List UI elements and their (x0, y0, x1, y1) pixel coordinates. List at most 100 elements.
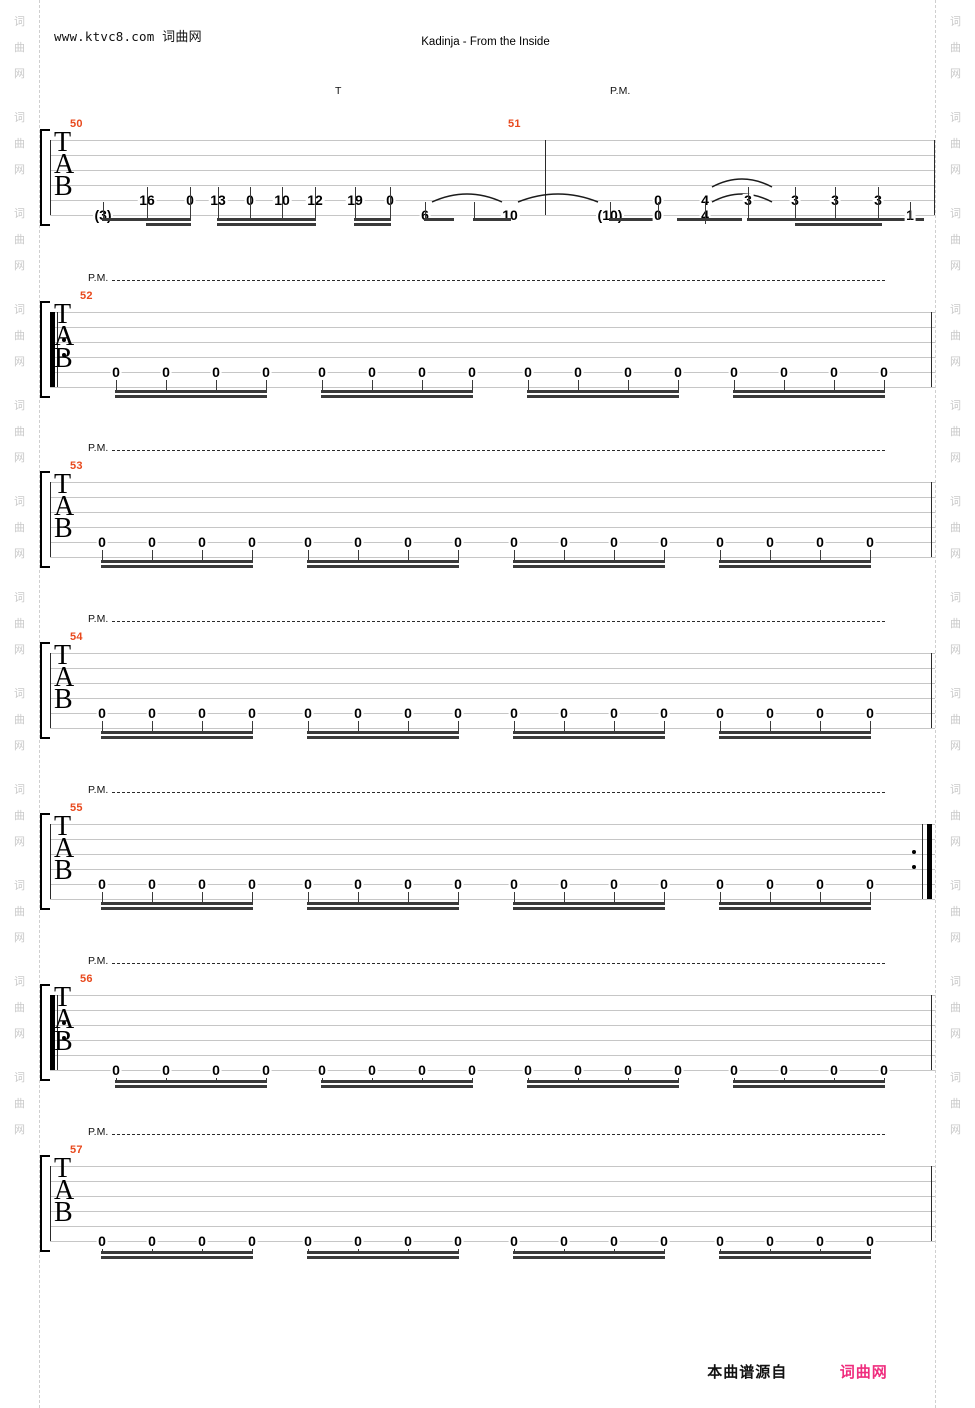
tab-note: 0 (96, 1233, 108, 1249)
watermark-char: 网 (14, 260, 25, 272)
note-beam (321, 1080, 473, 1084)
watermark-char: 网 (950, 740, 961, 752)
note-beam (513, 560, 665, 564)
barline (57, 312, 59, 387)
watermark-char: 网 (950, 836, 961, 848)
note-beam (321, 1085, 473, 1089)
note-beam (677, 218, 742, 222)
note-beam (719, 907, 871, 911)
watermark-block: 词曲网 (936, 480, 975, 576)
note-stem (252, 1249, 254, 1251)
note-beam (115, 1080, 267, 1084)
tab-clef-letter: T (54, 640, 72, 671)
tab-note: 0 (366, 364, 378, 380)
watermark-block: 词曲网 (0, 384, 39, 480)
note-beam (101, 565, 253, 569)
tab-note: 0 (778, 1062, 790, 1078)
watermark-char: 词 (14, 496, 25, 508)
site-name-cn: 词曲网 (162, 30, 202, 45)
note-beam (527, 390, 679, 394)
footer-source-site[interactable]: 词曲网 (839, 1363, 888, 1381)
watermark-char: 词 (950, 880, 961, 892)
note-stem (202, 1249, 204, 1251)
tab-note: 0 (466, 1062, 478, 1078)
tab-clef-letter: A (54, 1175, 75, 1206)
note-stem (514, 550, 516, 560)
staff-line (50, 839, 935, 840)
note-beam (146, 223, 191, 227)
measure-number: 54 (70, 631, 83, 643)
barline (50, 1166, 52, 1241)
watermark-char: 曲 (14, 1098, 25, 1110)
tab-note: 0 (146, 1233, 158, 1249)
watermark-char: 网 (14, 164, 25, 176)
note-stem (322, 380, 324, 390)
staff-line (50, 1166, 935, 1167)
note-stem (578, 380, 580, 390)
note-stem (308, 550, 310, 560)
tab-note: 0 (572, 364, 584, 380)
note-stem (116, 380, 118, 390)
tab-note: 0 (452, 1233, 464, 1249)
tie-slur (517, 187, 599, 203)
tab-note: 0 (658, 1233, 670, 1249)
staff-line (50, 653, 935, 654)
note-beam (217, 218, 316, 222)
measure-number: 52 (80, 290, 93, 302)
tab-note: 0 (110, 364, 122, 380)
tab-note: 0 (196, 1233, 208, 1249)
tab-note: 0 (352, 1233, 364, 1249)
note-stem (678, 1078, 680, 1080)
watermark-char: 网 (950, 68, 961, 80)
note-stem (358, 721, 360, 731)
palm-mute-line (112, 621, 885, 622)
watermark-char: 词 (14, 16, 25, 28)
tab-note: 0 (316, 364, 328, 380)
staff-line (50, 140, 935, 141)
staff-line (50, 995, 935, 996)
note-beam (719, 1251, 871, 1255)
repeat-dots (62, 338, 66, 368)
tab-note: 0 (522, 364, 534, 380)
system-brace (40, 129, 50, 226)
tab-note: 0 (558, 705, 570, 721)
note-stem (252, 721, 254, 731)
note-beam (307, 902, 459, 906)
watermark-block: 词曲网 (0, 192, 39, 288)
watermark-char: 曲 (950, 234, 961, 246)
watermark-char: 词 (14, 112, 25, 124)
tab-note: 0 (658, 876, 670, 892)
tab-note: 0 (352, 876, 364, 892)
watermark-char: 网 (14, 548, 25, 560)
staff-line (50, 155, 935, 156)
note-beam (115, 1085, 267, 1089)
tab-note: 0 (452, 876, 464, 892)
note-stem (390, 187, 392, 220)
note-stem (358, 550, 360, 560)
repeat-dots (912, 850, 916, 880)
tab-clef-letter: A (54, 321, 75, 352)
note-stem (628, 1078, 630, 1080)
tab-staff: 0 0 0 0 0 0 0 0 0 0 0 0 0 0 0 0 (50, 1166, 935, 1260)
watermark-char: 词 (14, 1072, 25, 1084)
staff-line (50, 824, 935, 825)
watermark-char: 曲 (950, 330, 961, 342)
tab-note: 0 (814, 534, 826, 550)
note-beam (733, 1080, 885, 1084)
barline (57, 995, 59, 1070)
tab-note: 0 (416, 1062, 428, 1078)
watermark-block: 词曲网 (0, 768, 39, 864)
watermark-block: 词曲网 (936, 768, 975, 864)
note-stem (528, 1078, 530, 1080)
note-stem (614, 721, 616, 731)
tab-note: 0 (828, 1062, 840, 1078)
note-stem (116, 1078, 118, 1080)
note-stem (770, 892, 772, 902)
tab-note: 0 (508, 876, 520, 892)
watermark-char: 词 (14, 208, 25, 220)
note-beam (609, 218, 657, 222)
watermark-char: 网 (14, 68, 25, 80)
note-stem (422, 1078, 424, 1080)
note-stem (166, 380, 168, 390)
